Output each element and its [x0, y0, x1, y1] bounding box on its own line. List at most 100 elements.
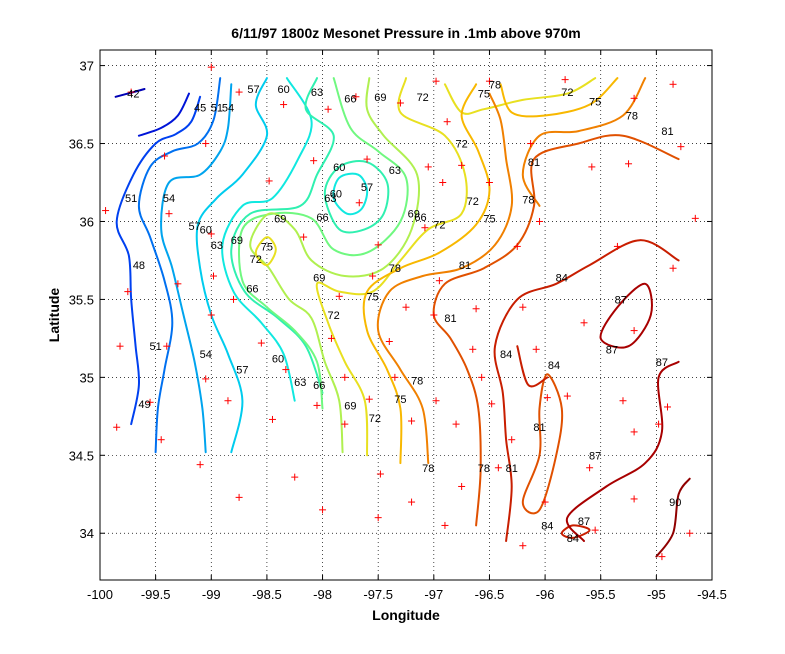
- contour-line-48: [115, 95, 202, 426]
- station-marker: [157, 436, 165, 444]
- station-marker: [488, 400, 496, 408]
- contour-line-60: [221, 77, 313, 402]
- station-marker: [113, 423, 121, 431]
- contour-label: 63: [324, 193, 336, 205]
- station-marker: [494, 464, 502, 472]
- station-marker: [374, 241, 382, 249]
- station-marker: [310, 157, 318, 165]
- station-marker: [324, 105, 332, 113]
- x-tick-label: -98.5: [252, 587, 282, 602]
- station-marker: [432, 397, 440, 405]
- station-marker: [485, 77, 493, 85]
- contour-label: 87: [589, 450, 601, 462]
- station-marker: [563, 392, 571, 400]
- station-marker: [207, 311, 215, 319]
- station-marker: [396, 99, 404, 107]
- contour-line-51: [137, 77, 222, 454]
- contour-label: 84: [556, 273, 568, 285]
- y-tick-label: 36.5: [69, 137, 94, 152]
- contour-label: 78: [411, 375, 423, 387]
- contour-label: 81: [661, 126, 673, 138]
- station-marker: [202, 140, 210, 148]
- station-marker: [146, 398, 154, 406]
- contour-line-78: [521, 77, 647, 207]
- contour-label: 54: [200, 349, 212, 361]
- station-marker: [327, 334, 335, 342]
- contour-label: 60: [200, 224, 212, 236]
- station-marker: [658, 553, 666, 561]
- station-marker: [265, 177, 273, 185]
- contour-label: 81: [528, 157, 540, 169]
- contour-line-87: [599, 282, 653, 349]
- station-marker: [196, 461, 204, 469]
- contour-line-72: [254, 236, 277, 267]
- contour-line-78: [376, 92, 514, 465]
- contour-line-45: [137, 92, 190, 137]
- contour-line-63: [323, 160, 390, 234]
- contour-label: 51: [150, 341, 162, 353]
- contour-lines: [114, 77, 691, 558]
- contour-label: 69: [374, 92, 386, 104]
- station-marker: [102, 207, 110, 215]
- station-marker: [424, 163, 432, 171]
- x-tick-label: -95: [647, 587, 666, 602]
- station-marker: [543, 394, 551, 402]
- y-tick-label: 37: [80, 59, 94, 74]
- contour-label: 87: [656, 357, 668, 369]
- station-marker: [391, 373, 399, 381]
- y-tick-labels: 34 34.5 35 35.5 36 36.5 37: [69, 59, 94, 542]
- contour-label: 60: [333, 162, 345, 174]
- contour-label: 75: [589, 96, 601, 108]
- plot-frame: [99, 49, 713, 581]
- station-marker: [513, 242, 521, 250]
- station-marker: [669, 80, 677, 88]
- station-marker: [613, 242, 621, 250]
- contour-label: 69: [313, 273, 325, 285]
- contour-label: 66: [344, 93, 356, 105]
- station-marker: [363, 155, 371, 163]
- contour-label: 66: [313, 380, 325, 392]
- station-marker: [165, 210, 173, 218]
- station-marker: [669, 264, 677, 272]
- station-marker: [591, 526, 599, 534]
- contour-label: 81: [506, 463, 518, 475]
- station-marker: [478, 373, 486, 381]
- station-marker: [441, 521, 449, 529]
- station-marker: [532, 345, 540, 353]
- station-marker: [408, 498, 416, 506]
- contour-label: 75: [483, 213, 495, 225]
- station-marker: [519, 542, 527, 550]
- station-marker: [341, 373, 349, 381]
- station-marker: [580, 319, 588, 327]
- station-marker: [174, 280, 182, 288]
- station-marker: [313, 401, 321, 409]
- contour-label: 90: [669, 497, 681, 509]
- contour-line-60: [332, 172, 369, 216]
- station-marker: [116, 342, 124, 350]
- station-marker: [209, 272, 217, 280]
- contour-label: 75: [478, 89, 490, 101]
- x-tick-label: -95.5: [586, 587, 616, 602]
- station-marker: [625, 160, 633, 168]
- station-marker: [257, 339, 265, 347]
- station-marker: [235, 493, 243, 501]
- station-marker: [291, 473, 299, 481]
- station-marker: [561, 76, 569, 84]
- station-marker: [374, 514, 382, 522]
- contour-label: 75: [366, 291, 378, 303]
- station-marker: [686, 529, 694, 537]
- station-marker: [586, 464, 594, 472]
- contour-line-72: [315, 77, 468, 457]
- station-marker: [341, 420, 349, 428]
- contour-label: 57: [247, 84, 259, 96]
- contour-label: 72: [328, 310, 340, 322]
- contour-label: 72: [250, 254, 262, 266]
- contour-label: 81: [459, 260, 471, 272]
- station-marker: [458, 161, 466, 169]
- contour-label: 49: [138, 399, 150, 411]
- station-marker: [352, 93, 360, 101]
- contour-label: 78: [522, 195, 534, 207]
- contour-label: 87: [606, 344, 618, 356]
